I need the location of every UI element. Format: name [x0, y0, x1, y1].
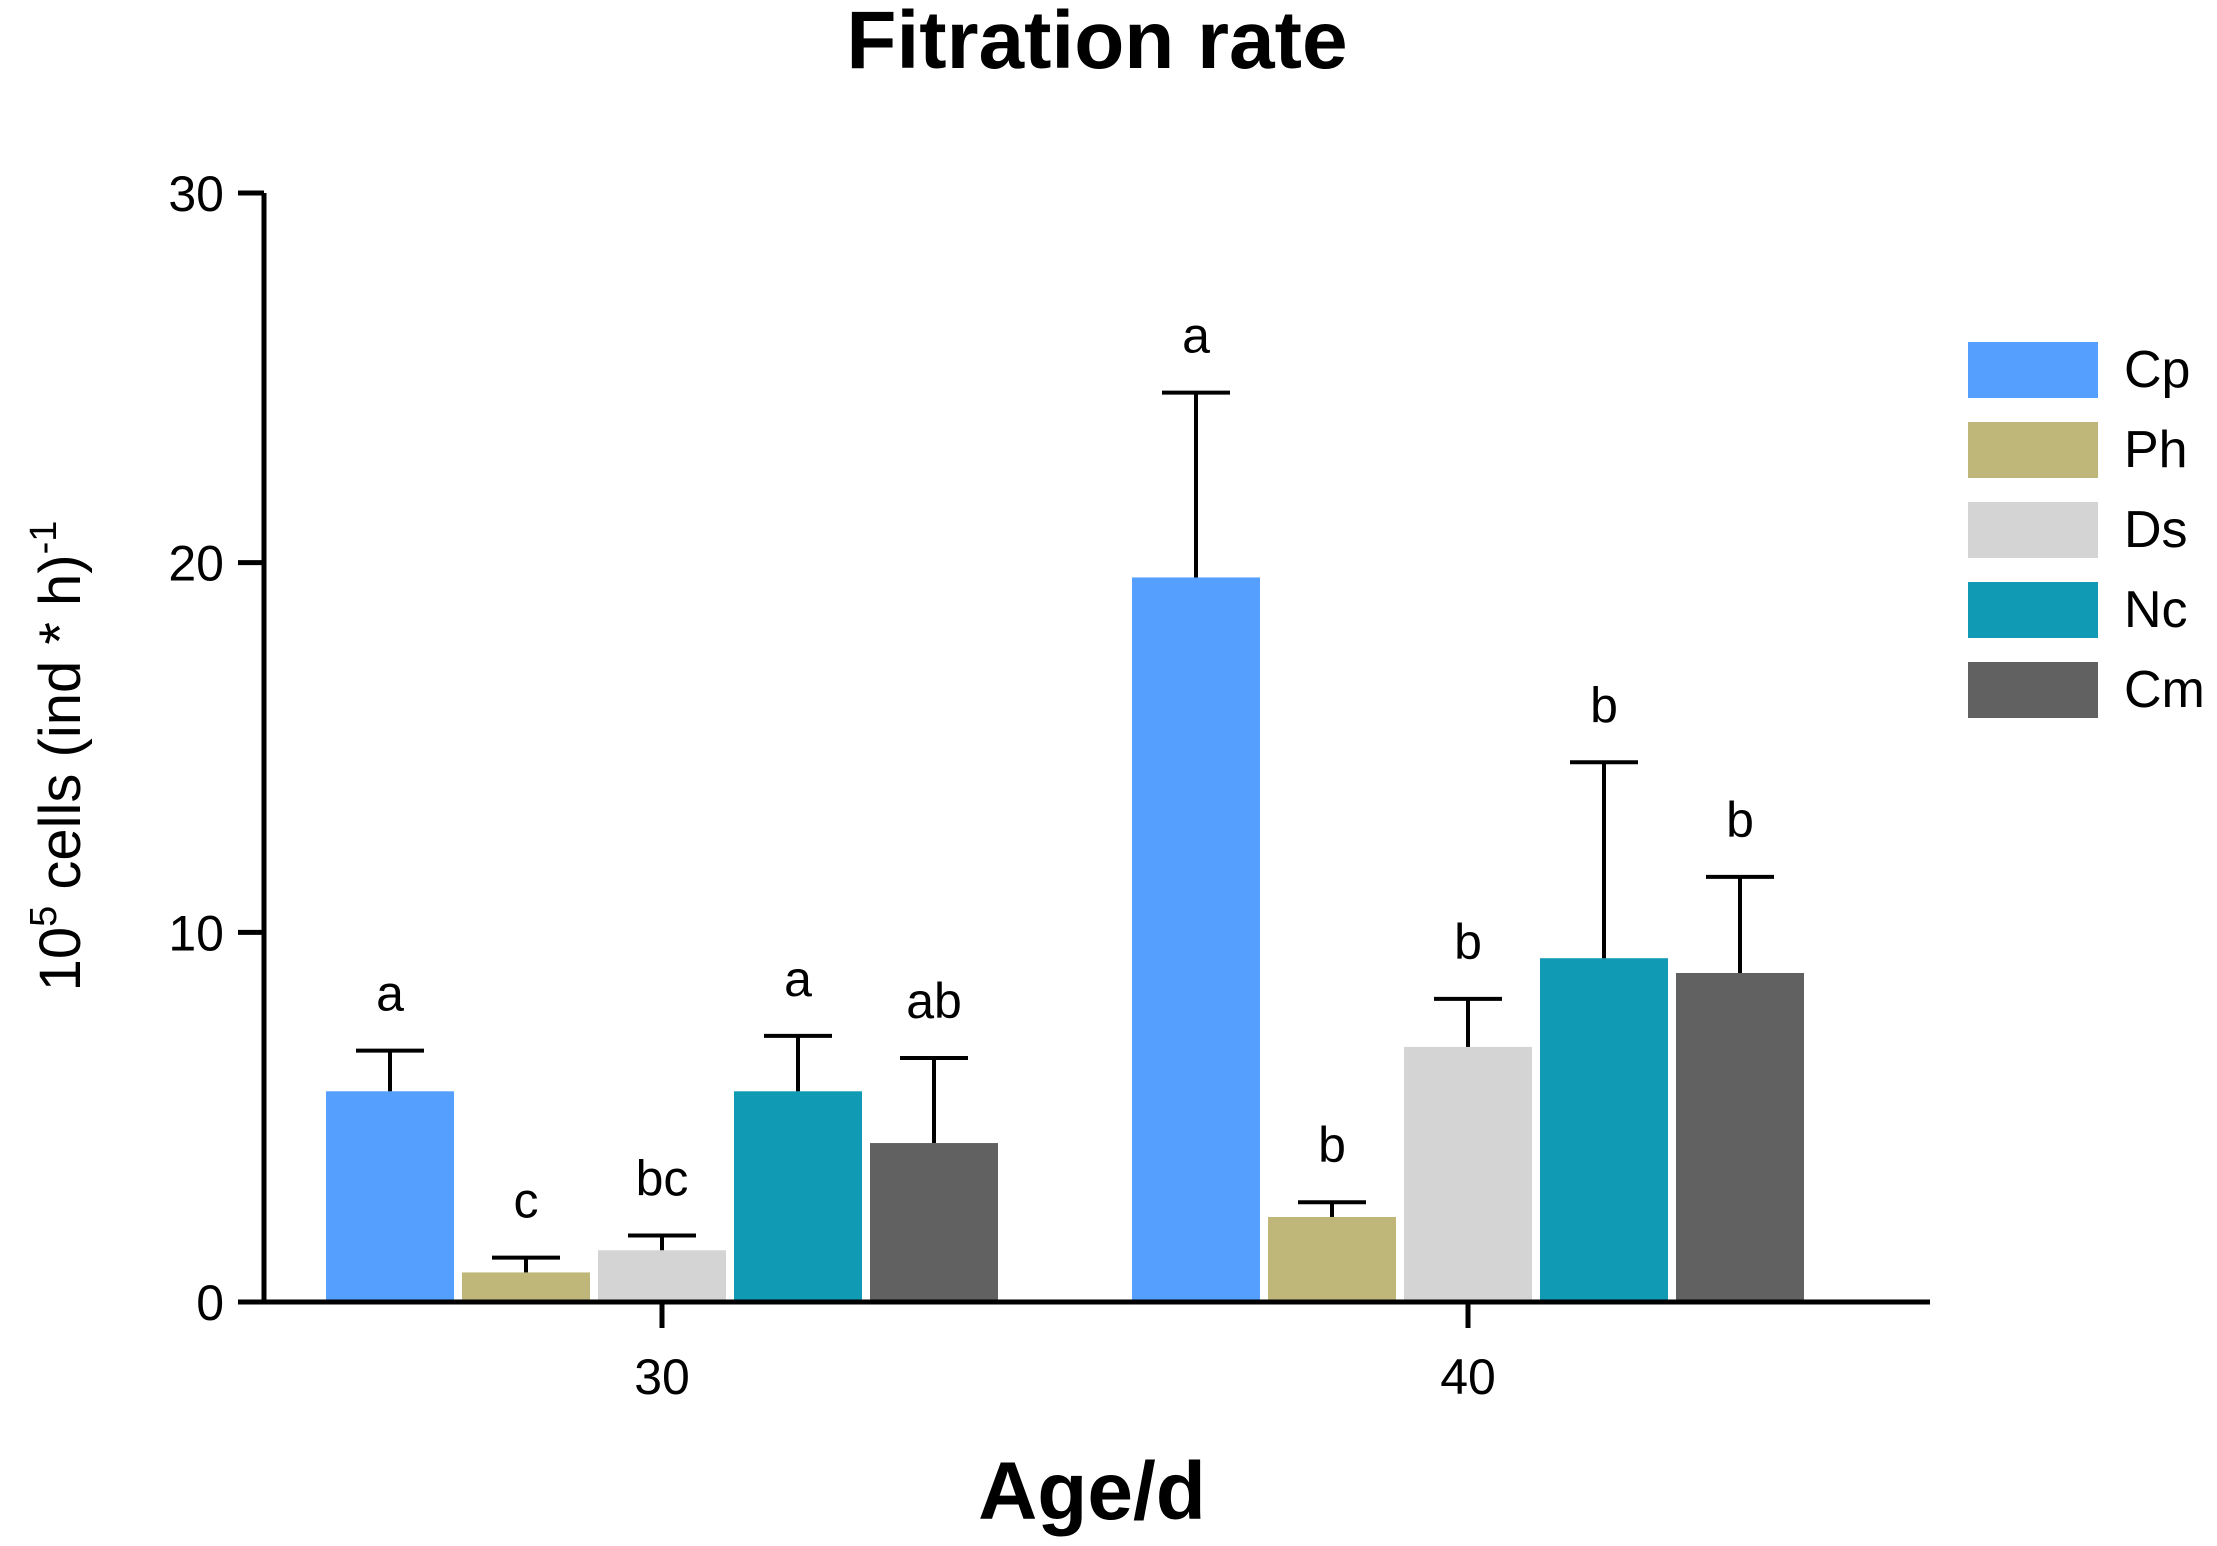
x-axis-label: Age/d	[978, 1446, 1206, 1537]
bar-nc-40	[1540, 958, 1668, 1302]
bar-nc-30	[734, 1091, 862, 1302]
error-bar-group	[356, 390, 1774, 1273]
bar-cm-40	[1676, 972, 1804, 1302]
significance-letter: a	[376, 966, 404, 1022]
significance-letter: bc	[636, 1150, 689, 1206]
bar-cp-40	[1132, 577, 1260, 1302]
chart-title: Fitration rate	[846, 0, 1347, 86]
significance-letter: b	[1590, 677, 1618, 733]
bar-ds-40	[1404, 1046, 1532, 1302]
bar-cp-30	[326, 1091, 454, 1302]
significance-letter: b	[1454, 914, 1482, 970]
legend-label-ph: Ph	[2124, 421, 2188, 479]
bar-cm-30	[870, 1143, 998, 1302]
bar-ds-30	[598, 1250, 726, 1302]
y-tick-label: 30	[168, 166, 224, 222]
y-axis-ticks: 0 10 20 30	[168, 166, 264, 1331]
legend-swatch-ph	[1968, 422, 2098, 478]
legend-swatch-cp	[1968, 342, 2098, 398]
legend: Cp Ph Ds Nc Cm	[1968, 341, 2205, 719]
y-tick-label: 10	[168, 905, 224, 961]
legend-swatch-ds	[1968, 502, 2098, 558]
x-tick-label: 30	[634, 1349, 690, 1405]
legend-swatch-cm	[1968, 662, 2098, 718]
bar-series-group	[326, 577, 1804, 1302]
y-axis-label-unit-exponent: -1	[23, 521, 65, 555]
legend-label-cm: Cm	[2124, 661, 2205, 719]
significance-letter: a	[784, 951, 812, 1007]
x-tick-label: 40	[1440, 1349, 1496, 1405]
y-axis-label-base: 10	[28, 927, 93, 992]
significance-letter: ab	[906, 973, 962, 1029]
x-axis-ticks: 30 40	[634, 1302, 1496, 1405]
significance-letter: a	[1182, 308, 1210, 364]
y-tick-label: 0	[196, 1275, 224, 1331]
legend-label-ds: Ds	[2124, 501, 2188, 559]
bar-ph-40	[1268, 1216, 1396, 1302]
legend-label-cp: Cp	[2124, 341, 2190, 399]
y-axis-label: 105 cells (ind * h)-1	[23, 521, 93, 992]
significance-letter: b	[1726, 792, 1754, 848]
significance-letter: c	[514, 1173, 539, 1229]
bar-ph-30	[462, 1272, 590, 1302]
legend-swatch-nc	[1968, 582, 2098, 638]
y-axis-label-unit: cells (ind * h)	[28, 554, 93, 905]
significance-letter: b	[1318, 1117, 1346, 1173]
legend-label-nc: Nc	[2124, 581, 2188, 639]
y-tick-label: 20	[168, 536, 224, 592]
y-axis-label-exponent: 5	[23, 906, 65, 927]
